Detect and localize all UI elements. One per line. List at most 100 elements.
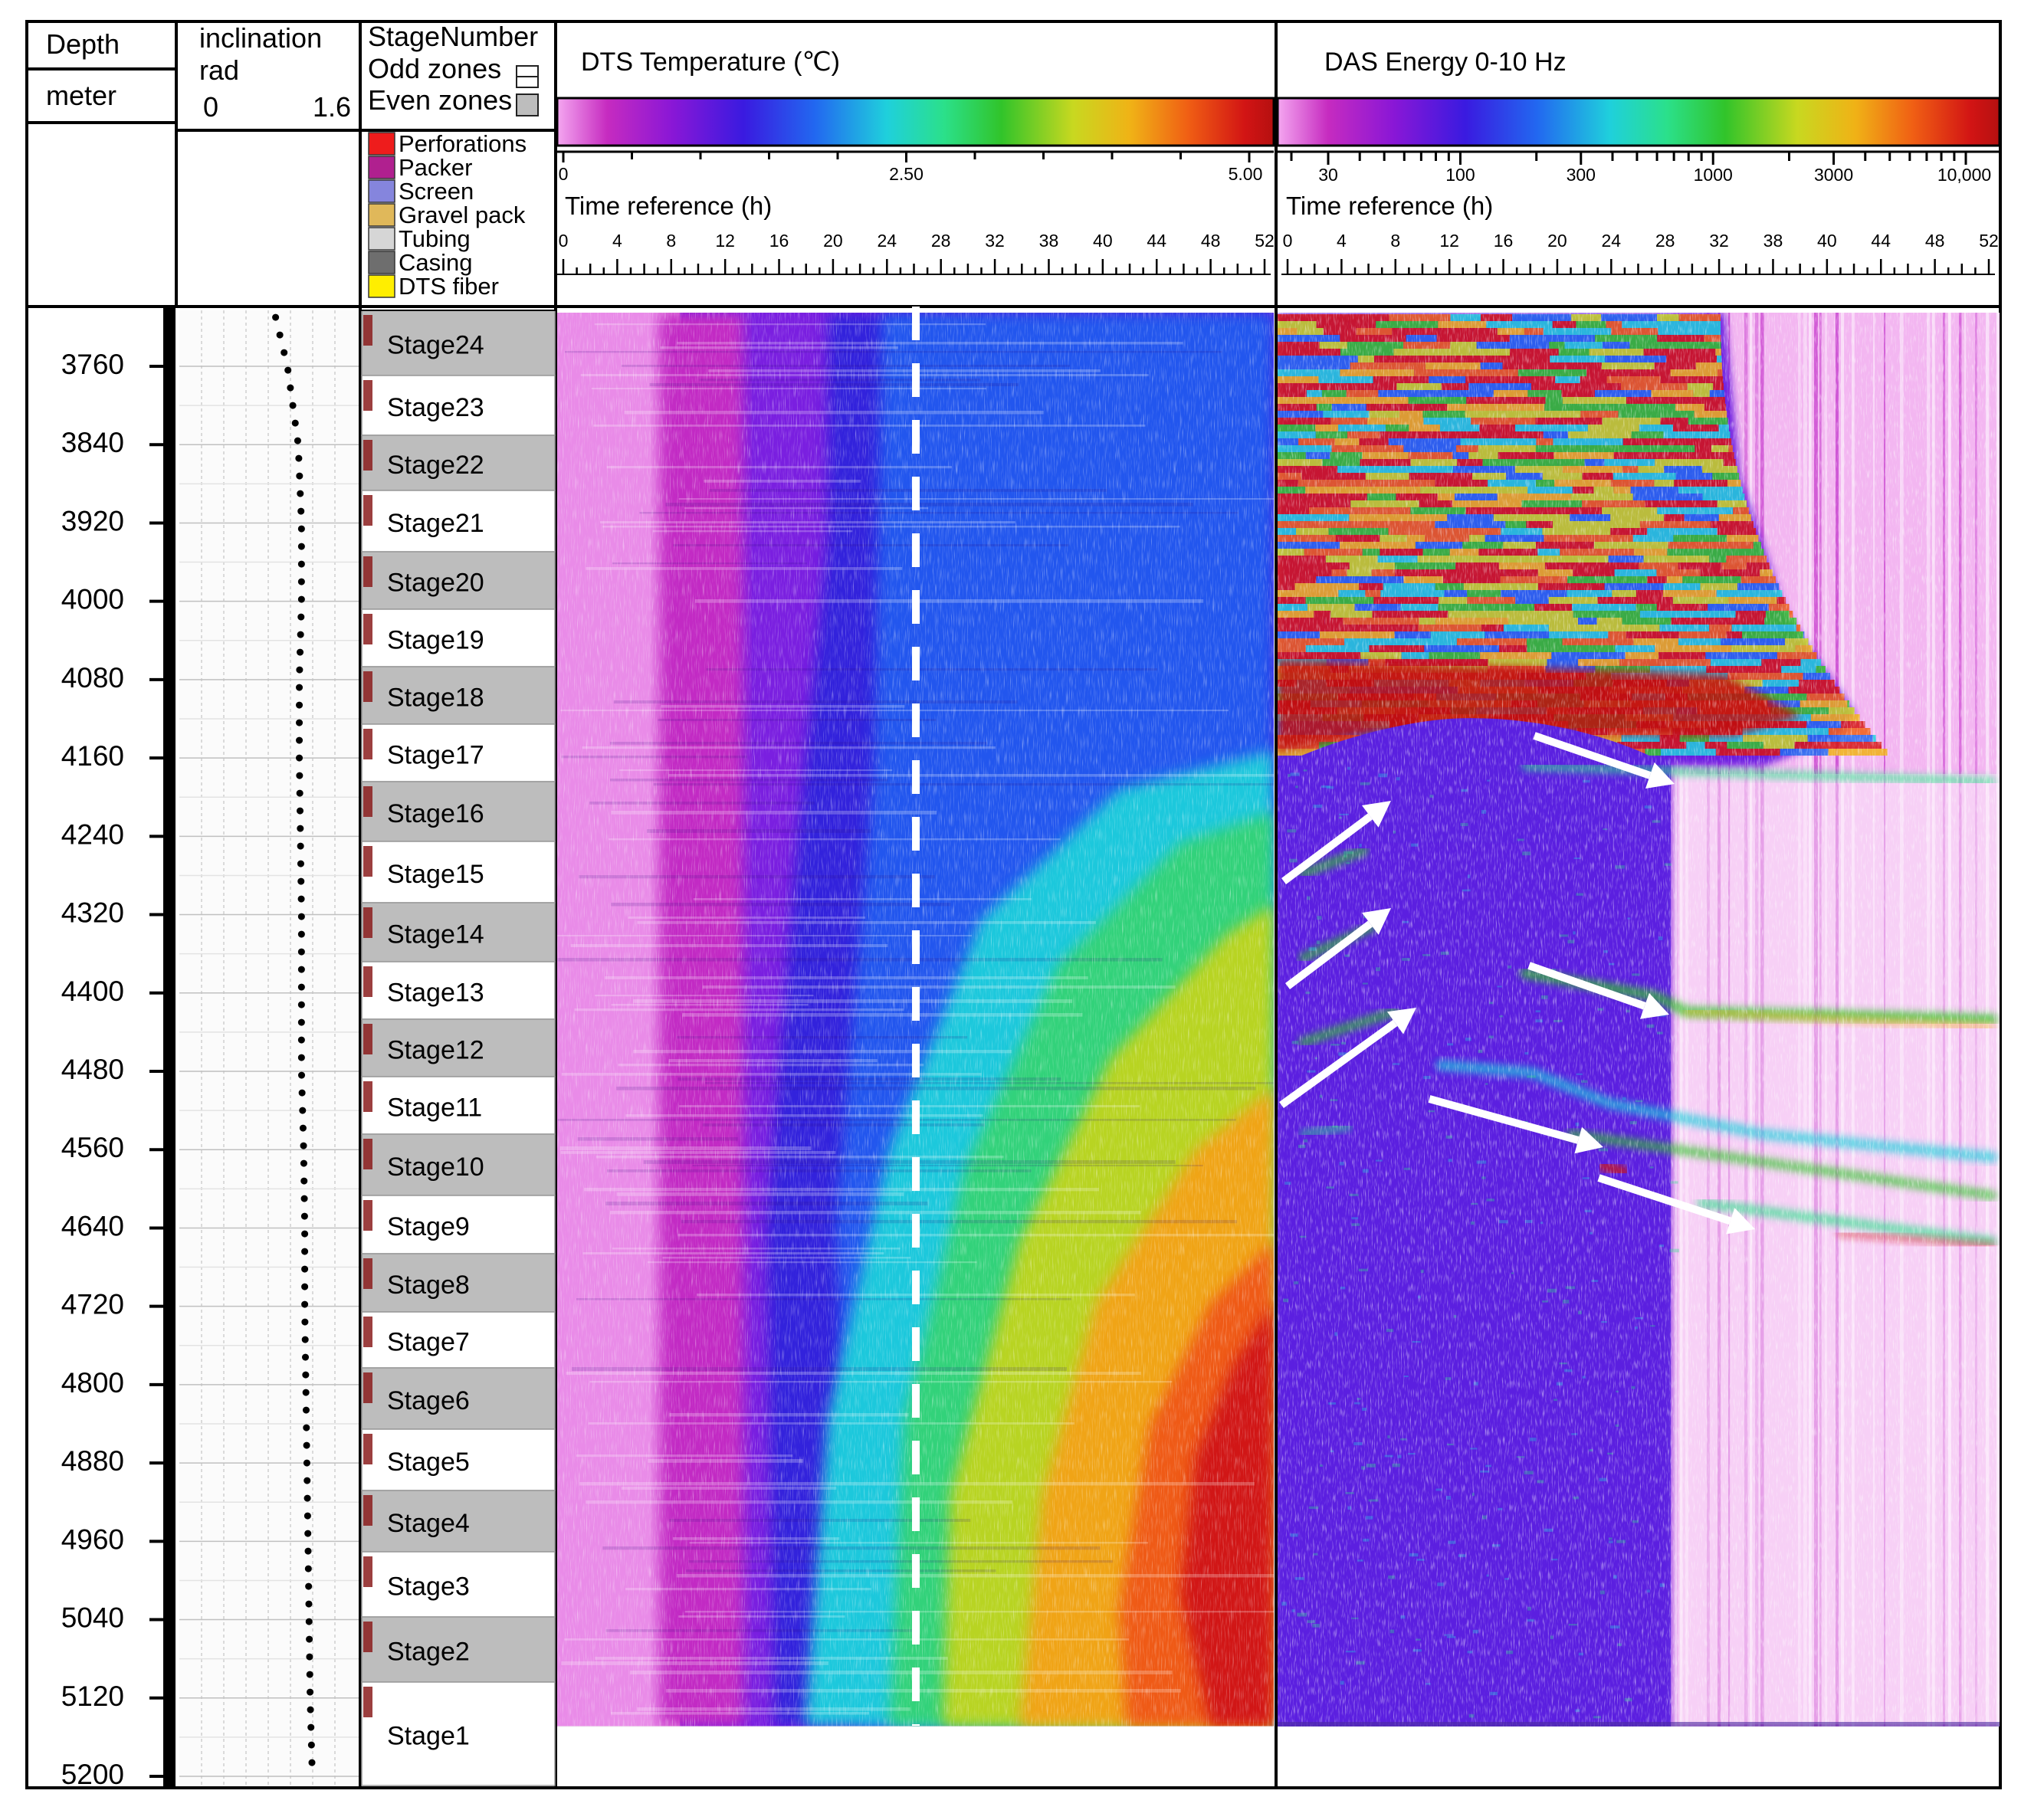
- inclination-point: [296, 666, 303, 674]
- inclination-point: [300, 1212, 308, 1220]
- even-zones-swatch: [516, 93, 539, 116]
- stage-zone: [361, 1076, 556, 1135]
- depth-tick-label: 3840: [61, 427, 124, 458]
- legend-label: Tubing: [399, 225, 471, 252]
- annotation-arrow: [1597, 1174, 1732, 1225]
- inclination-point: [296, 772, 303, 779]
- depth-track-bar: [163, 308, 176, 1788]
- das-scale-label: 10,000: [1937, 165, 1991, 185]
- perforation-mark: [363, 1139, 372, 1169]
- stage-zone: [361, 723, 556, 782]
- inclination-point: [301, 1336, 309, 1343]
- inclination-point: [301, 1248, 309, 1255]
- depth-tick-label: 5200: [61, 1759, 124, 1790]
- stage-zone: [361, 1490, 556, 1553]
- inclination-point: [297, 1036, 305, 1044]
- inclination-point: [307, 1723, 315, 1731]
- stage-zone: [361, 961, 556, 1020]
- das-scale-label: 3000: [1814, 165, 1853, 185]
- inclination-point: [302, 1371, 310, 1379]
- inclination-point: [302, 1353, 310, 1361]
- annotation-arrowhead: [1645, 762, 1675, 789]
- stage-label: Stage7: [387, 1328, 470, 1357]
- inclination-point: [306, 1653, 313, 1661]
- stage-label: Stage12: [387, 1036, 484, 1065]
- dts-scale-axis: 0 2.50 5.00: [557, 150, 1274, 184]
- annotation-arrowhead: [1639, 992, 1669, 1019]
- inclination-point: [300, 1159, 307, 1167]
- inclination-point: [297, 948, 305, 956]
- stage-zone: [361, 1133, 556, 1196]
- inclination-point: [297, 507, 305, 515]
- stage-label: Stage24: [387, 331, 484, 360]
- inclination-unit: rad: [199, 54, 239, 86]
- depth-tick-label: 4640: [61, 1210, 124, 1241]
- stage-zone: [361, 1253, 556, 1313]
- inclination-point: [295, 454, 303, 462]
- depth-tick-label: 4880: [61, 1445, 124, 1477]
- inclination-point: [296, 684, 303, 691]
- das-bottom-band: [1278, 1727, 2000, 1786]
- das-time-tick-label: 32: [1709, 231, 1729, 251]
- inclination-point: [303, 1477, 311, 1484]
- inclination-point: [301, 1300, 309, 1308]
- perforation-mark: [363, 1258, 372, 1289]
- even-zones-label: Even zones: [368, 84, 512, 116]
- inclination-point: [300, 1195, 308, 1202]
- inclination-point: [297, 966, 305, 973]
- inclination-point: [297, 578, 305, 585]
- inclination-point: [304, 1530, 312, 1537]
- stage-zone: [361, 841, 556, 903]
- inclination-point: [303, 1459, 310, 1467]
- depth-axis: 3760 3840 3920 4000 4080 4160 4240 4320 4400 4480…: [61, 349, 165, 1790]
- stage-zone: [361, 1551, 556, 1618]
- odd-zones-label: Odd zones: [368, 53, 501, 84]
- inclination-point: [297, 648, 304, 656]
- das-time-axis: 0 4 8 12 16 20 24 28 32 38 40 44 48 52: [1281, 231, 1999, 275]
- inclination-grid: [179, 310, 359, 1786]
- das-colorbar: [1276, 97, 2001, 147]
- depth-tick-label: 4560: [61, 1132, 124, 1163]
- legend-label: Gravel pack: [399, 202, 526, 228]
- perforation-mark: [363, 671, 372, 702]
- inclination-point: [297, 913, 305, 920]
- stage-label: Stage21: [387, 509, 484, 538]
- dts-time-tick-label: 24: [878, 231, 897, 251]
- inclination-point: [303, 1424, 310, 1431]
- stage-label: Stage5: [387, 1448, 470, 1477]
- inclination-point: [297, 560, 305, 568]
- inclination-point: [297, 895, 305, 903]
- dts-time-tick-label: 4: [612, 231, 622, 251]
- inclination-point: [299, 1107, 307, 1114]
- depth-tick-label: 5120: [61, 1681, 124, 1712]
- das-scale-axis: 30 100 300 1000 3000 10,000: [1278, 150, 2000, 185]
- das-time-tick-label: 20: [1547, 231, 1567, 251]
- annotation-arrow: [1279, 1019, 1398, 1109]
- dts-heatmap: [557, 313, 1274, 1727]
- inclination-min: 0: [203, 91, 218, 123]
- inclination-point: [298, 1071, 306, 1079]
- legend-swatch: [368, 251, 395, 274]
- inclination-point: [296, 472, 303, 480]
- inclination-point: [297, 807, 304, 815]
- inclination-point: [297, 825, 304, 832]
- stage-zone: [361, 902, 556, 962]
- inclination-point: [296, 701, 303, 709]
- stage-zone: [361, 1428, 556, 1491]
- inclination-curve: [272, 313, 316, 1766]
- inclination-point: [306, 1671, 313, 1678]
- das-time-tick-label: 8: [1390, 231, 1400, 251]
- inclination-title: inclination: [199, 22, 322, 54]
- inclination-point: [297, 1018, 305, 1026]
- das-time-tick-label: 0: [1283, 231, 1293, 251]
- stage-zone: [361, 375, 556, 436]
- dts-scale-label: 0: [559, 164, 569, 184]
- das-time-tick-label: 28: [1655, 231, 1675, 251]
- depth-tick-label: 4960: [61, 1523, 124, 1555]
- annotation-arrowhead: [1386, 1008, 1416, 1035]
- inclination-point: [297, 877, 305, 885]
- das-time-tick-label: 48: [1925, 231, 1945, 251]
- inclination-point: [296, 789, 303, 797]
